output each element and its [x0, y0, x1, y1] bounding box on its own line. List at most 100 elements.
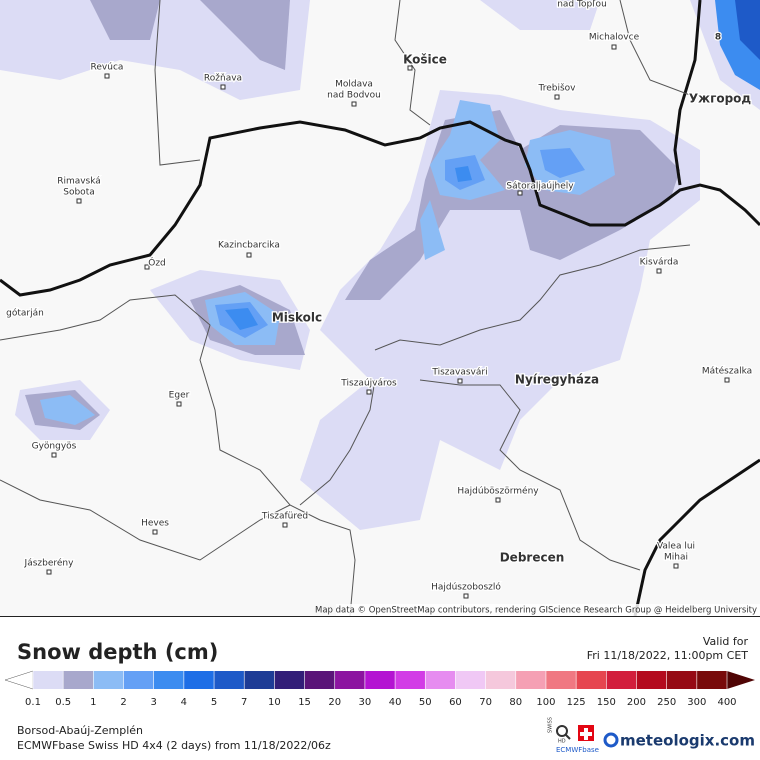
city-label: Ózd	[148, 257, 166, 269]
city-dot	[463, 593, 469, 599]
colorbar-label: 1	[90, 697, 96, 708]
model-info: ECMWFbase Swiss HD 4x4 (2 days) from 11/…	[17, 739, 331, 752]
colorbar-label: 10	[268, 697, 281, 708]
city-label: Mihai	[664, 553, 688, 563]
legend-title: Snow depth (cm)	[17, 640, 218, 664]
logo: SWISS HD ECMWFbase meteologix.com	[548, 717, 755, 754]
region: Borsod-Abaúj-Zemplén	[17, 724, 143, 737]
attribution: Map data © OpenStreetMap contributors, r…	[315, 606, 757, 616]
city-label: Kazincbarcika	[218, 241, 280, 251]
colorbar-label: 40	[389, 697, 402, 708]
city-label: Michalovce	[589, 33, 640, 43]
city-label: Hajdúböszörmény	[457, 486, 539, 497]
city-dot	[724, 377, 730, 383]
city-dot	[656, 268, 662, 274]
city-dot	[46, 569, 52, 575]
city-label: nad Topľou	[557, 0, 607, 10]
colorbar-swatch	[33, 671, 64, 689]
city-label: Jászberény	[24, 558, 75, 569]
colorbar-label: 50	[419, 697, 432, 708]
colorbar-label: 0.1	[25, 697, 41, 708]
colorbar-swatch	[214, 671, 245, 689]
city-dot	[495, 497, 501, 503]
map-labels: nad Topľou Michalovce Revúca Rožňava Moldava…	[5, 0, 753, 599]
city-label: Miskolc	[272, 311, 322, 325]
colorbar-label: 250	[657, 697, 676, 708]
city-label: Sobota	[63, 188, 94, 198]
colorbar-swatch	[606, 671, 637, 689]
colorbar-label: 300	[687, 697, 706, 708]
city-dot	[554, 94, 560, 100]
city-label: Moldava	[335, 80, 373, 90]
brand: meteologix.com	[620, 732, 755, 750]
colorbar-label: 0.5	[55, 697, 71, 708]
colorbar-swatch	[395, 671, 426, 689]
colorbar-swatch	[304, 671, 335, 689]
colorbar-label: 80	[509, 697, 522, 708]
colorbar-label: 100	[536, 697, 555, 708]
badge-mid: HD	[558, 739, 566, 745]
city-label: Ужгород	[689, 92, 752, 106]
colorbar-label: 4	[181, 697, 187, 708]
colorbar-swatch	[183, 671, 215, 689]
colorbar-swatch	[696, 671, 727, 689]
colorbar-label: 15	[298, 697, 311, 708]
snow-areas	[0, 0, 760, 530]
colorbar-swatch	[515, 671, 546, 689]
city-dot	[611, 44, 617, 50]
colorbar-swatch	[666, 671, 697, 689]
valid-label: Valid for	[703, 635, 749, 648]
city-label: Kisvárda	[640, 258, 679, 268]
map: nad Topľou Michalovce Revúca Rožňava Moldava…	[0, 0, 760, 617]
city-label: Tiszafüred	[261, 512, 308, 522]
city-label: Heves	[141, 519, 169, 529]
colorbar-swatch	[334, 671, 365, 689]
colorbar-label: 3	[151, 697, 157, 708]
colorbar-swatch	[545, 671, 577, 689]
colorbar-label: 30	[359, 697, 372, 708]
city-dot	[366, 389, 372, 395]
colorbar: 0.1 0.5 1 2 3 4 5 7 10 15 20 30 40 50 60 70 80 100 125 150 2…	[4, 670, 755, 708]
colorbar-label: 20	[328, 697, 341, 708]
city-label: nad Bodvou	[327, 91, 381, 101]
city-label: Revúca	[91, 63, 124, 73]
city-dot	[407, 65, 413, 71]
colorbar-swatch	[93, 671, 124, 689]
colorbar-high-arrow	[727, 671, 755, 689]
colorbar-label: 125	[567, 697, 586, 708]
badge-top: SWISS	[548, 717, 554, 733]
badge-bottom: ECMWFbase	[556, 746, 599, 754]
city-label: Gyöngyös	[32, 442, 77, 452]
colorbar-swatch	[244, 671, 275, 689]
city-label: gótarján	[6, 308, 44, 319]
city-dot	[457, 378, 463, 384]
city-dot	[351, 101, 357, 107]
city-dot	[51, 452, 57, 458]
city-label: Debrecen	[500, 551, 565, 565]
colorbar-swatch	[485, 671, 516, 689]
city-dot	[673, 563, 679, 569]
city-label: Nyíregyháza	[515, 373, 599, 387]
colorbar-label: 70	[479, 697, 492, 708]
city-dot	[246, 252, 252, 258]
city-label: Tiszaújváros	[340, 379, 397, 389]
colorbar-low-arrow	[4, 670, 34, 690]
city-dot	[152, 529, 158, 535]
colorbar-label: 5	[211, 697, 217, 708]
colorbar-label: 200	[627, 697, 646, 708]
attribution-background	[336, 604, 760, 616]
city-dot	[104, 73, 110, 79]
colorbar-swatch	[153, 671, 184, 689]
colorbar-swatch	[364, 671, 396, 689]
colorbar-swatch	[274, 671, 305, 689]
valid-time: Fri 11/18/2022, 11:00pm CET	[587, 649, 749, 662]
city-label: Košice	[403, 53, 447, 67]
city-label: Eger	[169, 391, 190, 401]
city-dot	[220, 84, 226, 90]
city-label: Rožňava	[204, 73, 242, 84]
city-label: Tiszavasvári	[431, 368, 487, 378]
colorbar-label: 2	[120, 697, 126, 708]
city-label: Sátoraljaújhely	[506, 182, 574, 192]
city-dot	[176, 401, 182, 407]
